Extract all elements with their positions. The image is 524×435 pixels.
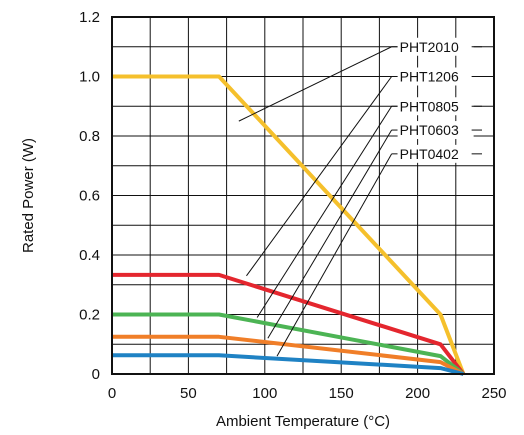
annotation-label-bg — [397, 67, 474, 86]
x-tick-label: 250 — [481, 385, 506, 402]
y-tick-label: 1.2 — [79, 9, 100, 26]
series-line-pht1206 — [112, 272, 465, 376]
annotation-leader-pht2010 — [238, 46, 392, 122]
annotation-leader-pht0402 — [276, 153, 393, 357]
series-lines — [112, 74, 466, 376]
plot-frame — [111, 16, 495, 375]
annotation-label-bg — [397, 37, 474, 56]
x-axis-label: Ambient Temperature (°C) — [216, 413, 390, 430]
series-line-pht0603 — [112, 334, 465, 376]
annotations: PHT2010 PHT1206 PHT0805 PHT0603 PHT0402 — [238, 37, 482, 357]
y-tick-label: 0.2 — [79, 307, 100, 324]
annotation-label-pht2010: PHT2010 — [400, 39, 459, 55]
x-tick-label: 0 — [108, 385, 116, 402]
annotation-leader-pht1206 — [246, 76, 393, 277]
annotation-label-pht0402: PHT0402 — [400, 146, 459, 162]
series-line-pht0402 — [112, 353, 464, 376]
annotation-leader-pht0603 — [267, 129, 393, 339]
x-tick-label: 100 — [252, 385, 277, 402]
y-axis-label: Rated Power (W) — [20, 138, 37, 253]
x-tick-label: 150 — [329, 385, 354, 402]
annotation-label-bg — [397, 144, 474, 163]
y-tick-label: 0.4 — [79, 247, 100, 264]
annotation-label-pht1206: PHT1206 — [400, 69, 459, 85]
annotation-label-pht0805: PHT0805 — [400, 98, 459, 114]
x-tick-label: 200 — [405, 385, 430, 402]
y-tick-label: 1.0 — [79, 69, 100, 86]
series-line-pht2010 — [112, 74, 466, 375]
annotation-leader-pht0805 — [256, 105, 393, 318]
series-line-pht0805 — [112, 312, 465, 376]
y-tick-label: 0.8 — [79, 128, 100, 145]
y-tick-label: 0.6 — [79, 188, 100, 205]
tick-labels: 0 50 100 150 200 250 0 0.2 0.4 0.6 0.8 1.0 1.2 — [79, 9, 506, 402]
x-tick-label: 50 — [180, 385, 197, 402]
annotation-label-bg — [397, 97, 474, 116]
y-tick-label: 0 — [92, 366, 100, 383]
annotation-label-bg — [397, 121, 474, 140]
annotation-label-pht0603: PHT0603 — [400, 122, 459, 138]
